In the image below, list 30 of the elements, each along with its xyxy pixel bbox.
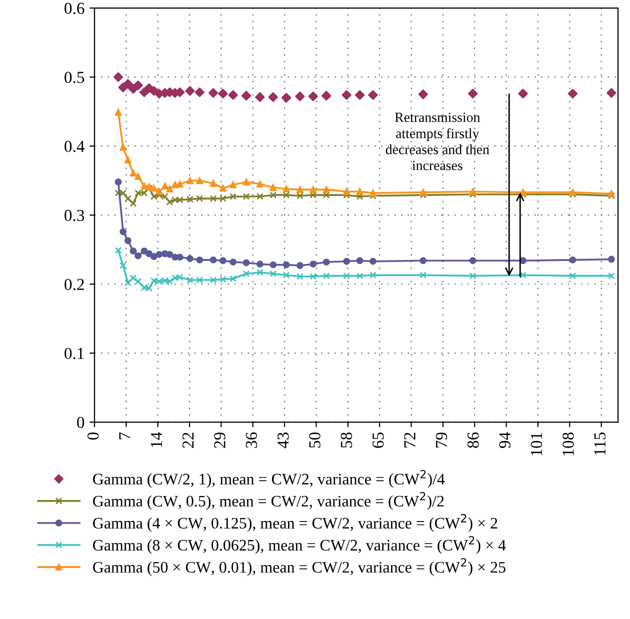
y-tick-label: 0.2: [64, 278, 84, 290]
legend-label: Gamma (4 × CW, 0.125), mean = CW/2, variance = (CW$^{2}$) × 2: [93, 514, 498, 532]
y-tick-label: 0.4: [64, 140, 85, 152]
legend-label: Gamma (8 × CW, 0.0625), mean = CW/2, variance = (CW$^{2}$) × 4: [93, 536, 506, 554]
x-tick-label: 101: [530, 432, 542, 456]
x-tick-label: 94: [499, 432, 510, 448]
legend-label: Gamma (CW/2, 1), mean = CW/2, variance = (CW$^{2}$)/4: [93, 470, 445, 488]
x-tick-label: 22: [182, 432, 194, 448]
y-tick-label: 0: [77, 416, 84, 428]
x-tick-label: 29: [214, 432, 226, 448]
x-tick-label: 36: [246, 432, 258, 448]
y-tick-label: 0.6: [64, 2, 84, 14]
x-tick-label: 72: [404, 432, 416, 448]
y-tick-label: 0.3: [64, 210, 84, 222]
x-tick-label: 14: [150, 432, 162, 448]
y-tick-label: 0.5: [64, 72, 84, 84]
x-tick-label: 0: [87, 432, 99, 440]
x-tick-label: 43: [278, 432, 289, 448]
x-tick-label: 115: [594, 432, 606, 455]
x-tick-label: 86: [468, 432, 479, 448]
x-tick-label: 7: [119, 432, 130, 440]
annotation: Retransmission attempts firstly decreases and then increases: [386, 112, 490, 170]
x-tick-label: 50: [309, 432, 320, 448]
y-tick-label: 0.1: [64, 348, 84, 360]
x-tick-label: 65: [372, 432, 384, 448]
x-tick-label: 108: [562, 432, 574, 456]
legend-label: Gamma (50 × CW, 0.01), mean = CW/2, variance = (CW$^{2}$) × 25: [93, 558, 506, 576]
x-tick-label: 79: [436, 432, 448, 448]
legend-label: Gamma (CW, 0.5), mean = CW/2, variance = (CW$^{2}$)/2: [93, 492, 444, 510]
x-tick-label: 58: [340, 432, 352, 448]
